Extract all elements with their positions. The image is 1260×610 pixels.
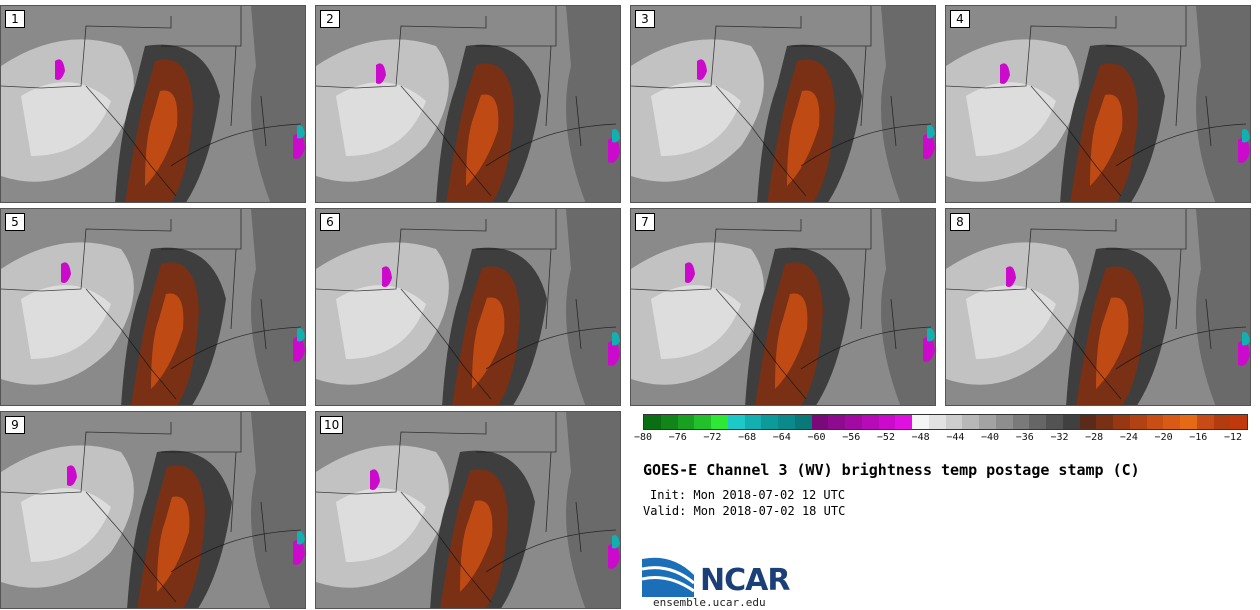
colorbar-tick: −76 xyxy=(668,432,687,443)
member-number-label: 3 xyxy=(635,10,655,28)
colorbar-tick: −68 xyxy=(738,432,757,443)
colorbar-swatch xyxy=(1012,415,1030,429)
colorbar-swatch xyxy=(1163,415,1180,429)
colorbar-swatch xyxy=(945,415,963,429)
figure-title: GOES-E Channel 3 (WV) brightness temp po… xyxy=(643,461,1140,479)
colorbar-swatch xyxy=(1146,415,1164,429)
colorbar-tick: −64 xyxy=(772,432,791,443)
ensemble-member-panel: 1 xyxy=(0,5,306,203)
colorbar-swatch xyxy=(1230,415,1247,429)
colorbar-tick: −44 xyxy=(946,432,965,443)
colorbar-swatch xyxy=(1196,415,1214,429)
colorbar-swatch xyxy=(1096,415,1113,429)
colorbar-swatch xyxy=(1113,415,1130,429)
colorbar-tick: −48 xyxy=(911,432,930,443)
colorbar-swatch xyxy=(928,415,946,429)
colorbar-swatch xyxy=(828,415,845,429)
member-number-label: 6 xyxy=(320,213,340,231)
colorbar-swatch xyxy=(962,415,979,429)
water-vapor-map xyxy=(1,209,305,405)
colorbar-swatch xyxy=(912,415,929,429)
water-vapor-map xyxy=(316,6,620,202)
colorbar-swatch xyxy=(677,415,695,429)
water-vapor-map xyxy=(946,6,1250,202)
colorbar-swatch xyxy=(995,415,1013,429)
ncar-logo-text: NCAR xyxy=(700,563,790,598)
colorbar-swatch xyxy=(1029,415,1046,429)
colorbar-swatch xyxy=(644,415,661,429)
colorbar-swatch xyxy=(1180,415,1197,429)
water-vapor-map xyxy=(631,6,935,202)
colorbar-swatch xyxy=(979,415,996,429)
member-number-label: 4 xyxy=(950,10,970,28)
colorbar-swatch xyxy=(694,415,711,429)
colorbar-tick: −16 xyxy=(1189,432,1208,443)
colorbar-swatch xyxy=(878,415,896,429)
site-url: ensemble.ucar.edu xyxy=(653,596,766,609)
member-number-label: 7 xyxy=(635,213,655,231)
colorbar-tick: −60 xyxy=(807,432,826,443)
colorbar-tick: −20 xyxy=(1154,432,1173,443)
ensemble-member-panel: 7 xyxy=(630,208,936,406)
colorbar-swatch xyxy=(778,415,795,429)
colorbar-swatch xyxy=(1213,415,1231,429)
colorbar-swatch xyxy=(727,415,745,429)
valid-time: Valid: Mon 2018-07-02 18 UTC xyxy=(643,504,846,518)
water-vapor-map xyxy=(946,209,1250,405)
member-number-label: 8 xyxy=(950,213,970,231)
colorbar-swatch xyxy=(1046,415,1063,429)
member-number-label: 9 xyxy=(5,416,25,434)
colorbar-tick: −80 xyxy=(633,432,653,443)
colorbar-swatch xyxy=(660,415,678,429)
colorbar-swatch xyxy=(794,415,812,429)
water-vapor-map xyxy=(1,412,305,608)
colorbar xyxy=(643,414,1248,430)
colorbar-swatch xyxy=(895,415,912,429)
colorbar-tick: −72 xyxy=(703,432,722,443)
colorbar-tick: −24 xyxy=(1119,432,1138,443)
ensemble-member-panel: 10 xyxy=(315,411,621,609)
colorbar-tick-labels: −80 −76 −72 −68 −64 −60 −56 −52 −48 −44 −40 −36 −32 −… xyxy=(634,432,1248,448)
ensemble-member-panel: 5 xyxy=(0,208,306,406)
water-vapor-map xyxy=(316,209,620,405)
ensemble-member-panel: 3 xyxy=(630,5,936,203)
colorbar-swatch xyxy=(1079,415,1097,429)
ensemble-member-panel: 9 xyxy=(0,411,306,609)
colorbar-tick: −40 xyxy=(981,432,1000,443)
ensemble-member-panel: 6 xyxy=(315,208,621,406)
colorbar-swatch xyxy=(811,415,829,429)
colorbar-swatch xyxy=(761,415,778,429)
init-time: Init: Mon 2018-07-02 12 UTC xyxy=(650,488,846,502)
ncar-logo-icon xyxy=(642,557,695,597)
member-number-label: 2 xyxy=(320,10,340,28)
member-number-label: 10 xyxy=(320,416,344,434)
colorbar-swatch xyxy=(711,415,728,429)
ensemble-member-panel: 4 xyxy=(945,5,1251,203)
colorbar-tick: −36 xyxy=(1015,432,1034,443)
colorbar-swatch xyxy=(861,415,879,429)
colorbar-tick: −56 xyxy=(842,432,861,443)
colorbar-tick: −32 xyxy=(1050,432,1069,443)
colorbar-tick: −28 xyxy=(1085,432,1104,443)
colorbar-swatch xyxy=(845,415,862,429)
colorbar-swatch xyxy=(1129,415,1147,429)
water-vapor-map xyxy=(1,6,305,202)
water-vapor-map xyxy=(316,412,620,608)
colorbar-tick: −52 xyxy=(876,432,895,443)
colorbar-tick: −12 xyxy=(1223,432,1243,443)
member-number-label: 1 xyxy=(5,10,25,28)
member-number-label: 5 xyxy=(5,213,25,231)
colorbar-swatch xyxy=(1062,415,1080,429)
ensemble-member-panel: 8 xyxy=(945,208,1251,406)
ensemble-member-panel: 2 xyxy=(315,5,621,203)
colorbar-swatch xyxy=(744,415,762,429)
water-vapor-map xyxy=(631,209,935,405)
